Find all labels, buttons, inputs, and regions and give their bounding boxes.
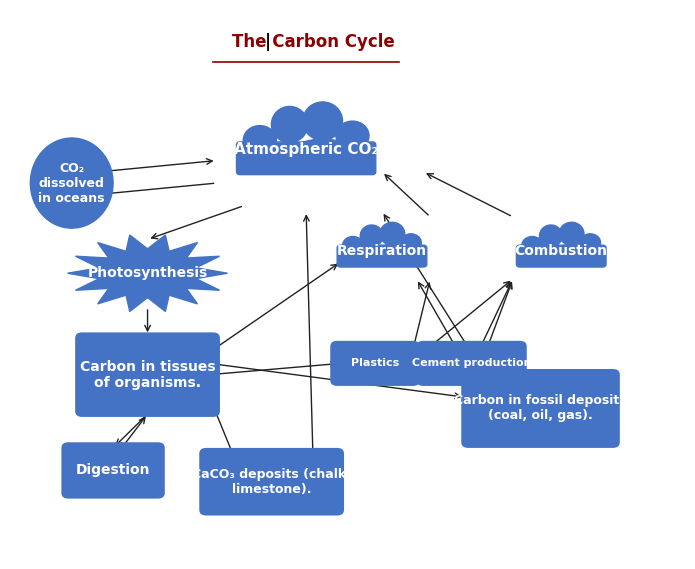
Ellipse shape <box>547 254 565 263</box>
FancyBboxPatch shape <box>461 369 620 448</box>
Text: Combustion: Combustion <box>515 244 607 258</box>
Ellipse shape <box>559 222 584 245</box>
Text: Atmospheric CO₂: Atmospheric CO₂ <box>234 142 378 157</box>
Ellipse shape <box>529 248 560 261</box>
Ellipse shape <box>336 121 369 150</box>
FancyBboxPatch shape <box>75 332 220 417</box>
FancyBboxPatch shape <box>199 448 344 516</box>
Text: CO₂
dissolved
in oceans: CO₂ dissolved in oceans <box>38 162 105 205</box>
Text: Photosynthesis: Photosynthesis <box>88 266 208 280</box>
FancyBboxPatch shape <box>330 341 420 386</box>
FancyBboxPatch shape <box>516 245 606 267</box>
Text: Plastics: Plastics <box>351 358 399 368</box>
Polygon shape <box>67 235 227 311</box>
Ellipse shape <box>368 254 386 263</box>
Text: Carbon in tissues
of organisms.: Carbon in tissues of organisms. <box>80 360 215 390</box>
Text: |: | <box>265 33 271 51</box>
Ellipse shape <box>539 225 562 246</box>
Ellipse shape <box>374 245 411 259</box>
Ellipse shape <box>522 237 543 254</box>
Ellipse shape <box>400 234 421 251</box>
Ellipse shape <box>303 102 343 140</box>
Text: Respiration: Respiration <box>337 244 427 258</box>
Ellipse shape <box>283 155 313 171</box>
FancyBboxPatch shape <box>61 442 165 498</box>
Text: Digestion: Digestion <box>76 463 150 477</box>
Ellipse shape <box>350 248 381 261</box>
Ellipse shape <box>343 237 363 254</box>
Ellipse shape <box>360 225 383 246</box>
Ellipse shape <box>293 139 352 164</box>
Text: CaCO₃ deposits (chalk,
limestone).: CaCO₃ deposits (chalk, limestone). <box>193 468 351 496</box>
Ellipse shape <box>255 143 304 166</box>
FancyBboxPatch shape <box>236 142 376 175</box>
Ellipse shape <box>553 245 590 259</box>
Ellipse shape <box>580 234 600 251</box>
Text: Carbon in fossil deposits
(coal, oil, gas).: Carbon in fossil deposits (coal, oil, ga… <box>455 394 627 422</box>
Text: Cement production: Cement production <box>412 358 532 368</box>
Ellipse shape <box>380 222 404 245</box>
Ellipse shape <box>31 138 113 228</box>
FancyBboxPatch shape <box>337 245 427 267</box>
Ellipse shape <box>243 126 277 155</box>
Ellipse shape <box>271 106 308 142</box>
FancyBboxPatch shape <box>416 341 527 386</box>
Text: The Carbon Cycle: The Carbon Cycle <box>231 33 394 51</box>
